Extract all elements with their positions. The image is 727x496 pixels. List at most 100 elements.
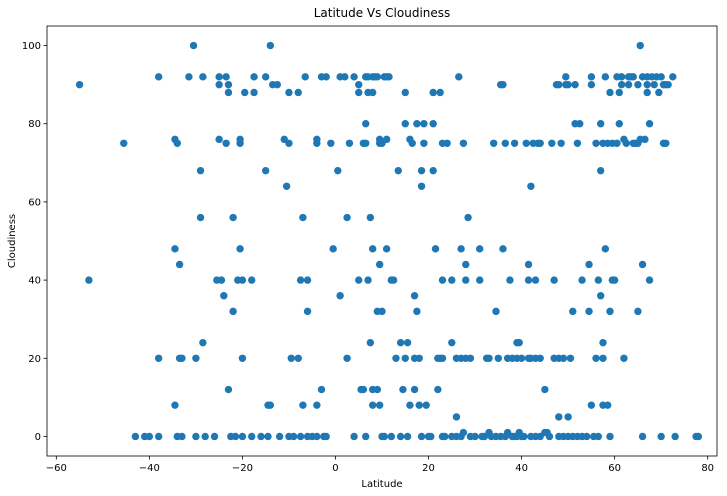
data-point bbox=[606, 307, 614, 316]
data-point bbox=[250, 73, 258, 81]
data-point bbox=[462, 276, 470, 284]
data-point bbox=[201, 432, 209, 441]
data-point bbox=[459, 139, 468, 147]
data-point bbox=[585, 307, 593, 316]
chart-title: Latitude Vs Cloudiness bbox=[314, 6, 451, 20]
data-point bbox=[545, 432, 554, 441]
data-point bbox=[399, 385, 407, 394]
data-point bbox=[196, 166, 205, 175]
data-point bbox=[524, 260, 533, 269]
data-point bbox=[341, 73, 349, 81]
data-point bbox=[587, 401, 596, 409]
data-point bbox=[173, 139, 181, 147]
data-point bbox=[375, 260, 384, 269]
y-tick-label: 0 bbox=[35, 432, 41, 443]
data-point bbox=[154, 432, 163, 441]
data-point bbox=[231, 432, 240, 441]
data-point bbox=[413, 307, 421, 316]
data-point bbox=[431, 245, 440, 253]
data-point bbox=[175, 260, 184, 269]
data-point bbox=[515, 338, 523, 347]
data-point bbox=[199, 73, 207, 81]
data-point bbox=[501, 139, 509, 147]
data-point bbox=[362, 432, 370, 441]
data-point bbox=[294, 354, 302, 362]
data-point bbox=[613, 139, 621, 147]
data-point bbox=[222, 139, 230, 147]
data-point bbox=[217, 276, 226, 284]
data-point bbox=[548, 139, 556, 147]
data-point bbox=[373, 73, 382, 81]
data-point bbox=[368, 88, 377, 97]
data-point bbox=[257, 432, 265, 441]
data-point bbox=[322, 73, 330, 81]
data-point bbox=[238, 354, 247, 362]
data-point bbox=[261, 166, 270, 175]
data-point bbox=[645, 276, 654, 284]
data-point bbox=[75, 80, 84, 89]
data-point bbox=[355, 276, 363, 284]
data-point bbox=[261, 73, 270, 81]
data-point bbox=[120, 139, 128, 147]
data-point bbox=[303, 307, 312, 316]
data-point bbox=[343, 354, 351, 362]
data-point bbox=[422, 401, 430, 409]
data-point bbox=[362, 139, 370, 147]
data-point bbox=[417, 182, 426, 190]
data-point bbox=[476, 245, 484, 253]
data-point bbox=[192, 354, 200, 362]
data-point bbox=[350, 432, 358, 441]
data-point bbox=[655, 88, 663, 97]
data-point bbox=[448, 276, 456, 284]
data-point bbox=[629, 73, 637, 81]
data-point bbox=[364, 276, 372, 284]
data-point bbox=[587, 80, 596, 89]
data-point bbox=[406, 401, 414, 409]
data-point bbox=[192, 432, 200, 441]
data-point bbox=[429, 166, 437, 175]
data-point bbox=[536, 354, 544, 362]
data-point bbox=[494, 354, 503, 362]
y-tick-label: 20 bbox=[28, 354, 41, 365]
y-tick-label: 100 bbox=[22, 41, 41, 52]
data-point bbox=[562, 73, 570, 81]
data-point bbox=[550, 276, 558, 284]
data-point bbox=[345, 139, 354, 147]
data-point bbox=[594, 432, 603, 441]
data-point bbox=[522, 139, 530, 147]
data-point bbox=[285, 88, 293, 97]
data-point bbox=[448, 338, 456, 347]
data-point bbox=[313, 401, 321, 409]
data-point bbox=[615, 88, 623, 97]
data-point bbox=[350, 73, 358, 81]
data-point bbox=[385, 73, 393, 81]
data-point bbox=[587, 73, 596, 81]
data-point bbox=[401, 120, 409, 128]
data-point bbox=[555, 413, 563, 421]
data-point bbox=[250, 88, 258, 97]
data-point bbox=[634, 307, 642, 316]
y-tick-label: 40 bbox=[28, 276, 41, 287]
data-point bbox=[585, 260, 593, 269]
data-point bbox=[606, 88, 614, 97]
data-point bbox=[366, 213, 375, 222]
data-point bbox=[436, 88, 444, 97]
data-point bbox=[650, 80, 658, 89]
data-point bbox=[289, 432, 298, 441]
x-tick-label: 0 bbox=[332, 463, 338, 474]
data-point bbox=[471, 432, 479, 441]
data-point bbox=[601, 73, 610, 81]
data-point bbox=[131, 432, 140, 441]
x-tick-label: −60 bbox=[46, 463, 67, 474]
x-tick-label: 80 bbox=[701, 463, 714, 474]
data-point bbox=[596, 166, 605, 175]
data-point bbox=[224, 80, 233, 89]
data-point bbox=[415, 401, 423, 409]
data-point bbox=[410, 385, 419, 394]
data-point bbox=[199, 338, 207, 347]
data-point bbox=[241, 88, 249, 97]
data-point bbox=[403, 432, 412, 441]
data-point bbox=[462, 260, 470, 269]
data-point bbox=[499, 245, 507, 253]
